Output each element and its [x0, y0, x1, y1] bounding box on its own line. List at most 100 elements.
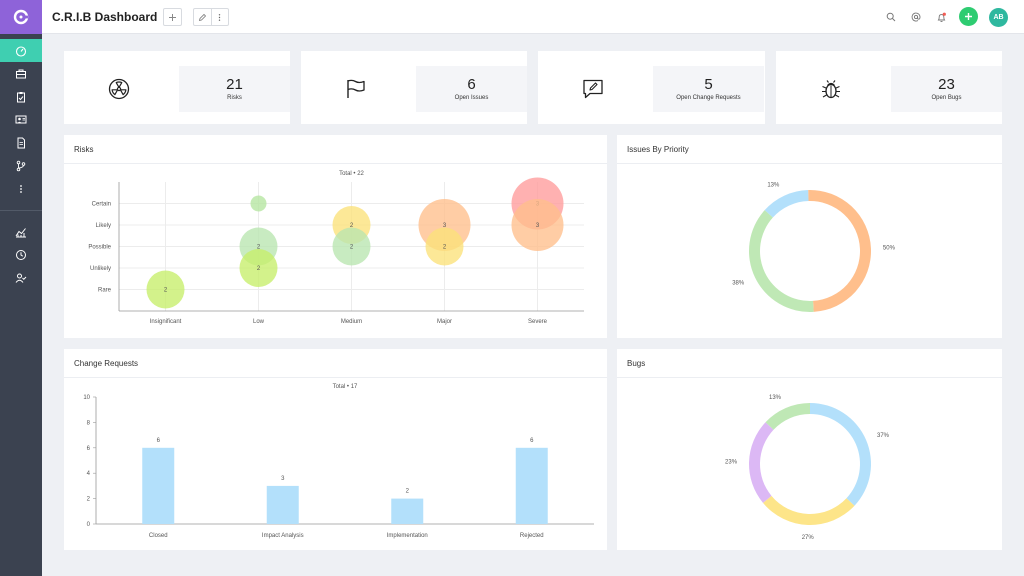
issues-donut-chart: 13% 50% 38%: [732, 183, 896, 312]
edit-comment-icon: [583, 79, 603, 99]
bar-value-label: 3: [281, 476, 285, 482]
donut-slice: [749, 210, 814, 312]
radiation-icon: [108, 78, 130, 100]
analytics-icon: [15, 227, 26, 237]
slice-label: 50%: [883, 246, 896, 252]
stat-box: 21 Risks: [179, 66, 290, 112]
donut-slice: [749, 422, 774, 503]
edit-button[interactable]: [194, 9, 212, 25]
risk-bubble: [146, 270, 185, 309]
y-tick-label: Unlikely: [90, 266, 111, 272]
logo-icon: [13, 9, 29, 25]
stat-card-change-requests[interactable]: 5 Open Change Requests: [538, 51, 765, 124]
y-tick-label: 8: [87, 420, 91, 426]
donut-slice: [810, 403, 871, 506]
mentions-button[interactable]: [909, 10, 923, 24]
stat-card-risks[interactable]: 21 Risks: [64, 51, 290, 124]
clipboard-icon: [17, 91, 25, 102]
panel-divider: [64, 163, 607, 164]
bubble-label: 2: [350, 245, 354, 251]
sidebar-item-analytics[interactable]: [0, 220, 42, 243]
sidebar-item-approvals[interactable]: [0, 266, 42, 289]
user-check-icon: [15, 273, 27, 283]
plus-icon: [169, 13, 176, 21]
bubble-label: 2: [164, 288, 168, 294]
chart-title: Total • 22: [339, 171, 364, 177]
panel-title: Risks: [74, 145, 94, 154]
search-button[interactable]: [884, 10, 898, 24]
y-tick-label: 10: [83, 395, 90, 401]
risks-bubble-chart: Total • 22 Rare Unlikely Possible Likely Cert…: [88, 171, 584, 325]
bubble-label: 3: [536, 223, 540, 229]
bubble-label: 3: [443, 223, 447, 229]
stat-box: 6 Open Issues: [416, 66, 527, 112]
risk-bubble: [511, 199, 564, 251]
stat-value: 6: [467, 76, 476, 93]
y-tick-label: Rare: [98, 288, 112, 294]
slice-label: 37%: [877, 433, 890, 439]
y-tick-label: 2: [87, 497, 91, 503]
stat-card-bugs[interactable]: 23 Open Bugs: [776, 51, 1002, 124]
risk-bubble: [332, 227, 371, 266]
app-logo[interactable]: [0, 0, 42, 34]
sidebar-item-workflow[interactable]: [0, 154, 42, 177]
stat-box: 5 Open Change Requests: [653, 66, 764, 112]
bar: [142, 447, 175, 524]
panel-title: Change Requests: [74, 359, 139, 368]
bar-value-label: 2: [406, 489, 410, 495]
search-icon: [886, 12, 896, 22]
x-tick-label: Severe: [528, 319, 548, 325]
panel-divider: [64, 377, 607, 378]
stat-box: 23 Open Bugs: [891, 66, 1002, 112]
bug-icon: [822, 80, 840, 99]
notifications-button[interactable]: [934, 10, 948, 24]
risk-bubble: [425, 227, 464, 266]
sidebar-divider: [0, 210, 42, 211]
x-tick-label: Medium: [341, 319, 362, 325]
slice-label: 13%: [767, 183, 780, 189]
stat-card-issues[interactable]: 6 Open Issues: [301, 51, 527, 124]
user-avatar[interactable]: AB: [989, 8, 1008, 27]
change-requests-bar-chart: Total • 17 0 2 4 6 8 10 6 Closed 3 Impact Analysis…: [83, 384, 594, 539]
sidebar-item-timesheet[interactable]: [0, 243, 42, 266]
sidebar-item-projects[interactable]: [0, 62, 42, 85]
bubble-label: 2: [257, 266, 261, 272]
add-widget-button[interactable]: [163, 8, 182, 26]
stat-label: Open Issues: [454, 95, 489, 101]
stat-value: 5: [704, 76, 713, 93]
x-tick-label: Implementation: [387, 533, 428, 539]
risk-bubble: [239, 249, 278, 287]
sidebar-item-dashboard[interactable]: [0, 39, 42, 62]
change-requests-panel: Change Requests Total • 17 0 2 4 6 8 10 6 Closed…: [64, 349, 607, 550]
y-tick-label: 6: [87, 446, 91, 452]
bar: [515, 447, 548, 524]
bubble-label: 2: [257, 245, 261, 251]
bell-icon: [937, 12, 946, 22]
more-vertical-icon: [219, 13, 221, 21]
stat-label: Open Bugs: [931, 95, 962, 101]
bar: [391, 498, 424, 524]
briefcase-icon: [16, 69, 26, 78]
pencil-icon: [198, 13, 206, 21]
x-tick-label: Rejected: [520, 533, 544, 539]
y-tick-label: Possible: [88, 245, 111, 251]
more-options-button[interactable]: [212, 9, 229, 25]
sidebar-item-tasks[interactable]: [0, 85, 42, 108]
donut-slice: [765, 403, 810, 430]
top-bar: C.R.I.B Dashboard AB: [42, 0, 1024, 34]
stat-label: Open Change Requests: [676, 95, 741, 101]
x-tick-label: Insignificant: [150, 319, 182, 325]
create-button[interactable]: [959, 7, 978, 26]
sidebar-item-team[interactable]: [0, 108, 42, 131]
branch-icon: [16, 160, 26, 171]
bubble-label: 2: [443, 245, 447, 251]
bubble-label: 2: [350, 223, 354, 229]
x-tick-label: Low: [253, 319, 265, 325]
dashboard-icon: [15, 45, 27, 57]
sidebar-item-more[interactable]: [0, 177, 42, 200]
x-tick-label: Major: [437, 319, 452, 325]
donut-slice: [764, 190, 809, 218]
slice-label: 27%: [802, 535, 815, 541]
sidebar-item-documents[interactable]: [0, 131, 42, 154]
flag-icon: [347, 79, 365, 98]
